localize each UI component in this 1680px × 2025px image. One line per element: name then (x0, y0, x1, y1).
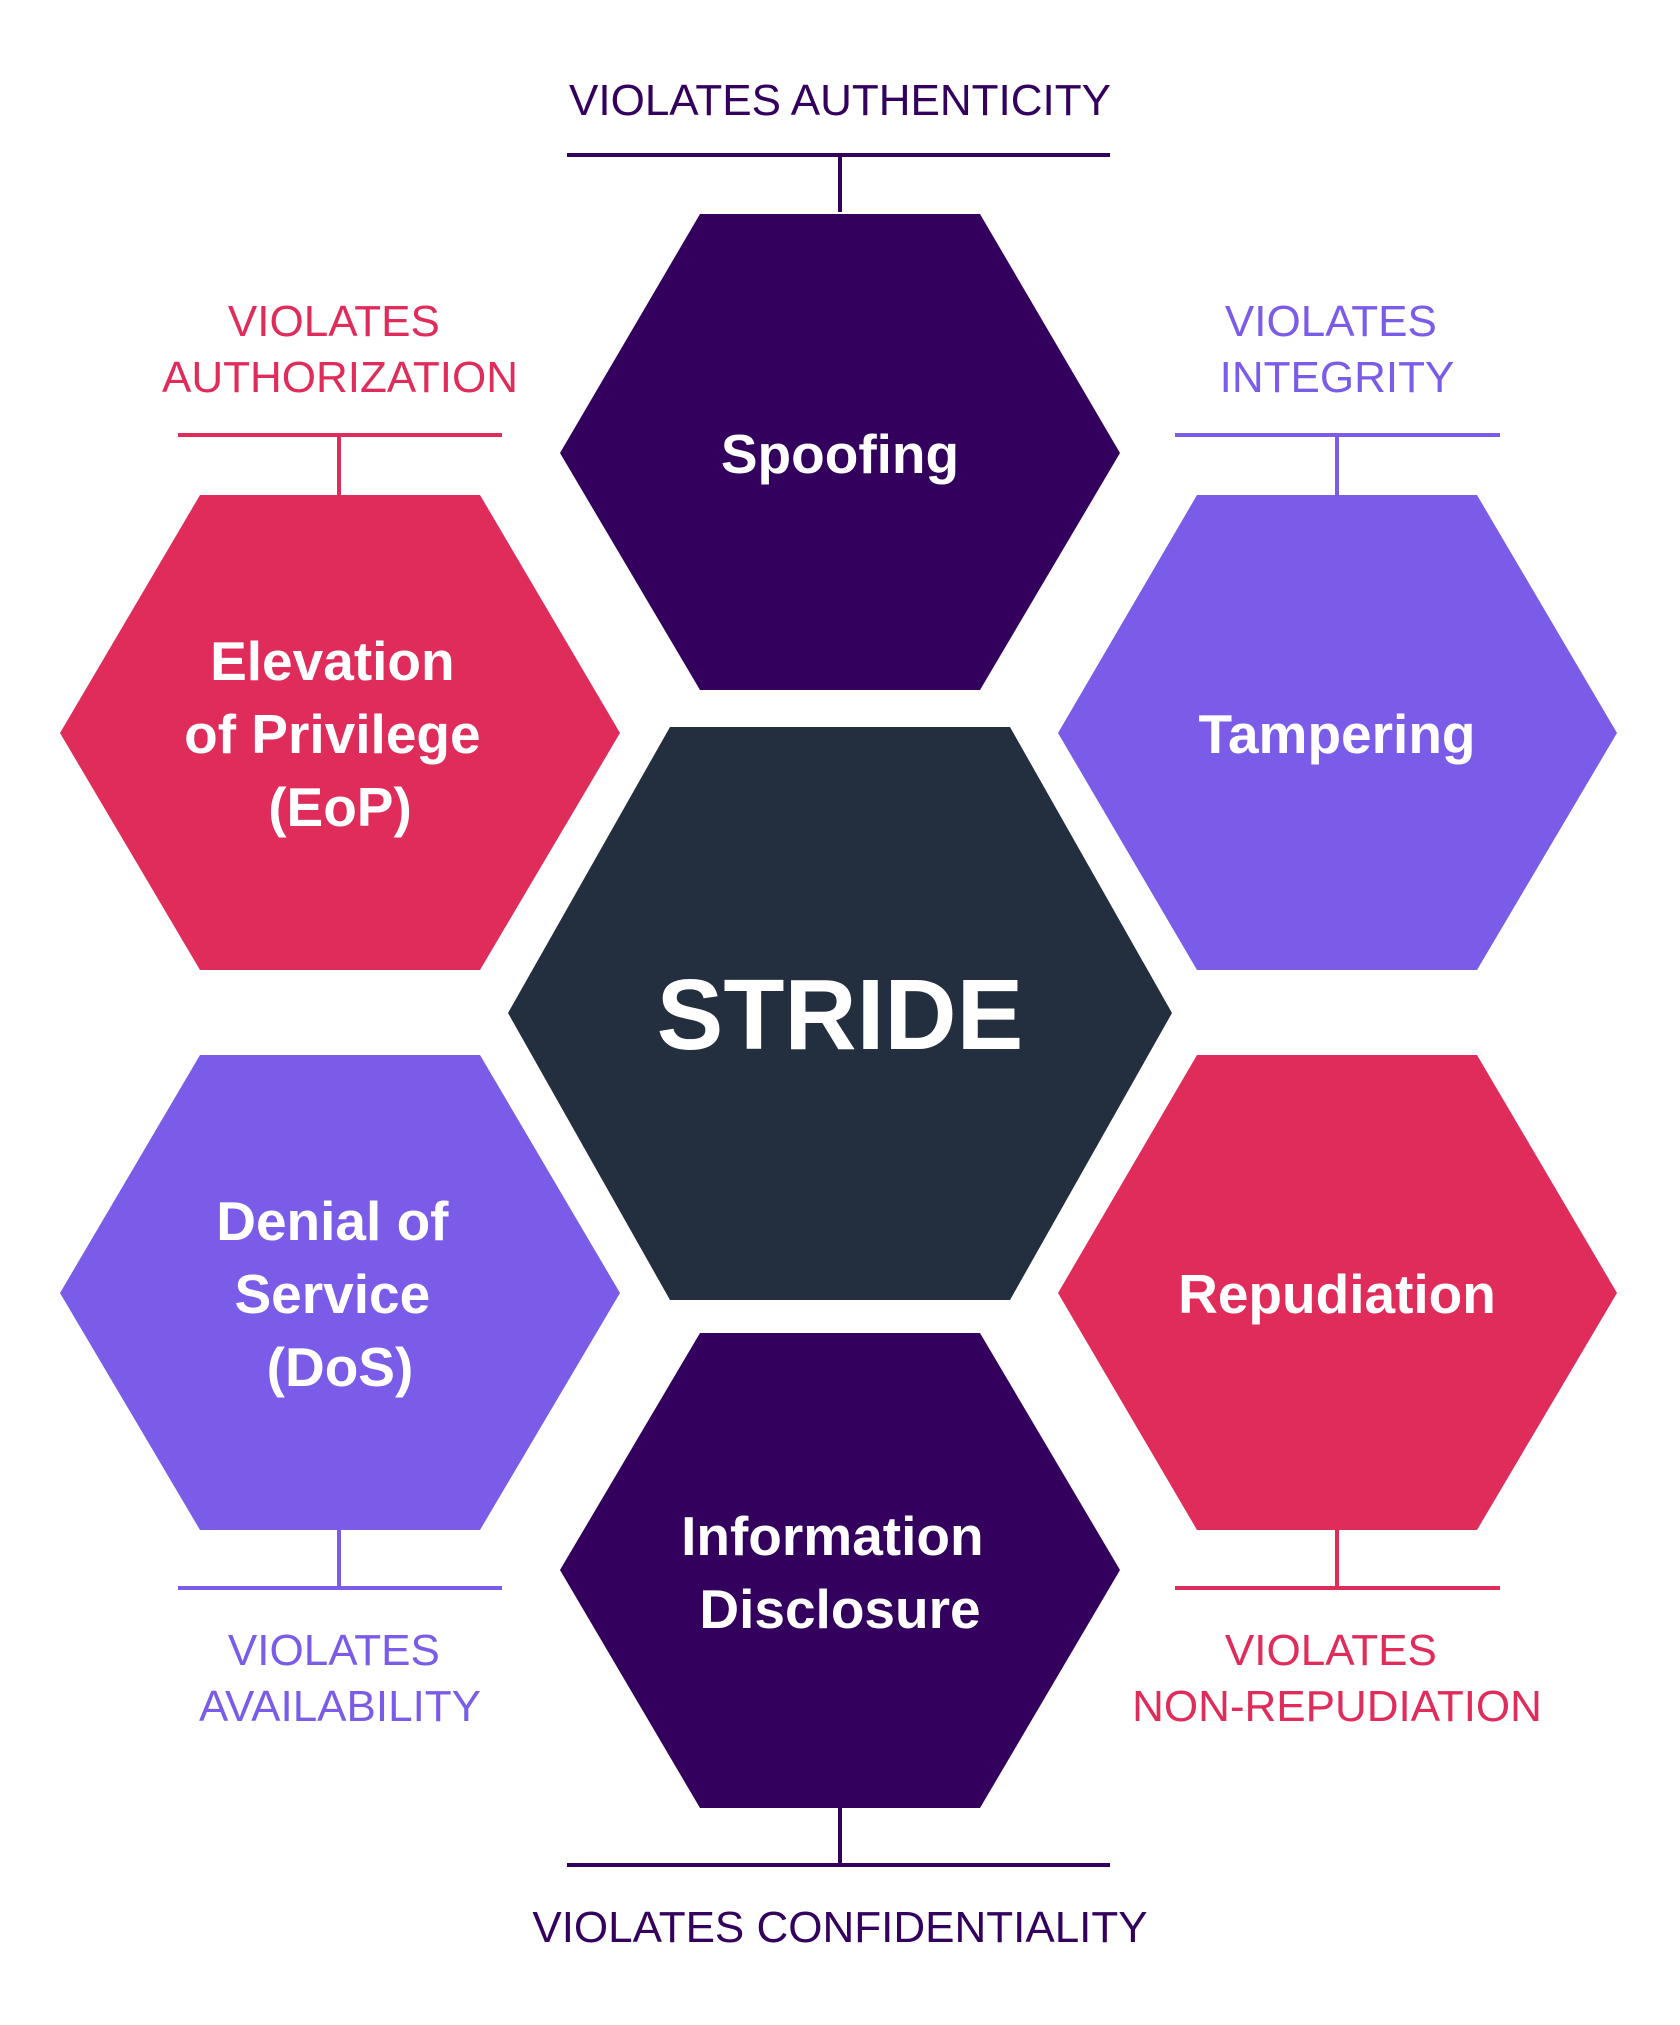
hex-repudiation-line: Repudiation (1178, 1263, 1496, 1325)
hex-info-disclosure-label: Information Disclosure (681, 1505, 999, 1640)
violates-authorization-line-2: AUTHORIZATION (162, 353, 518, 402)
eop-connector (178, 433, 502, 495)
stride-title: STRIDE (657, 959, 1024, 1071)
violates-non-repudiation-label: VIOLATES NON-REPUDIATION (1132, 1626, 1542, 1731)
violates-authorization-label: VIOLATES AUTHORIZATION (162, 297, 518, 402)
violates-availability-line-2: AVAILABILITY (199, 1682, 481, 1731)
violates-integrity-line-2: INTEGRITY (1220, 353, 1455, 402)
spoofing-connector (567, 153, 1110, 212)
hex-eop: Elevation of Privilege (EoP) (60, 495, 620, 970)
hex-eop-line-2: of Privilege (184, 703, 480, 765)
violates-authenticity-line: VIOLATES AUTHENTICITY (569, 76, 1111, 125)
hex-dos-label: Denial of Service (DoS) (216, 1190, 464, 1398)
hex-tampering: Tampering (1058, 495, 1617, 970)
hex-eop-line-3: (EoP) (268, 776, 412, 838)
hex-spoofing-shape (560, 214, 1120, 690)
hex-eop-label: Elevation of Privilege (EoP) (184, 630, 496, 838)
hex-dos-shape (60, 1055, 620, 1530)
tampering-connector (1175, 433, 1500, 495)
hex-spoofing: Spoofing (560, 214, 1120, 690)
hex-info-disclosure-line-2: Disclosure (699, 1578, 980, 1640)
violates-non-repudiation-line-2: NON-REPUDIATION (1132, 1682, 1542, 1731)
violates-confidentiality-line: VIOLATES CONFIDENTIALITY (532, 1903, 1147, 1952)
violates-availability-line-1: VIOLATES (228, 1626, 440, 1675)
hex-stride-center: STRIDE (508, 727, 1172, 1300)
violates-non-repudiation-line-1: VIOLATES (1225, 1626, 1437, 1675)
violates-integrity-line-1: VIOLATES (1225, 297, 1437, 346)
violates-authenticity-label: VIOLATES AUTHENTICITY (569, 76, 1111, 125)
hex-info-disclosure-line-1: Information (681, 1505, 983, 1567)
violates-availability-label: VIOLATES AVAILABILITY (199, 1626, 481, 1731)
hex-repudiation-shape (1058, 1055, 1617, 1530)
hex-eop-shape (60, 495, 620, 970)
hex-dos: Denial of Service (DoS) (60, 1055, 620, 1530)
dos-connector (178, 1530, 502, 1590)
hex-dos-line-1: Denial of (216, 1190, 449, 1252)
hex-dos-line-3: (DoS) (267, 1336, 414, 1398)
hex-info-disclosure: Information Disclosure (560, 1333, 1120, 1808)
repudiation-connector (1175, 1530, 1500, 1590)
hex-repudiation: Repudiation (1058, 1055, 1617, 1530)
hex-dos-line-2: Service (234, 1263, 430, 1325)
hex-repudiation-label: Repudiation (1178, 1263, 1496, 1325)
hex-tampering-line: Tampering (1198, 703, 1475, 765)
hex-eop-line-1: Elevation (210, 630, 455, 692)
hex-tampering-shape (1058, 495, 1617, 970)
hex-info-disclosure-shape (560, 1333, 1120, 1808)
violates-authorization-line-1: VIOLATES (228, 297, 440, 346)
hex-tampering-label: Tampering (1198, 703, 1475, 765)
info-disclosure-connector (567, 1808, 1110, 1867)
violates-integrity-label: VIOLATES INTEGRITY (1220, 297, 1455, 402)
hex-spoofing-label: Spoofing (721, 423, 959, 485)
hex-stride-shape (508, 727, 1172, 1300)
violates-confidentiality-label: VIOLATES CONFIDENTIALITY (532, 1903, 1147, 1952)
hex-spoofing-line: Spoofing (721, 423, 959, 485)
